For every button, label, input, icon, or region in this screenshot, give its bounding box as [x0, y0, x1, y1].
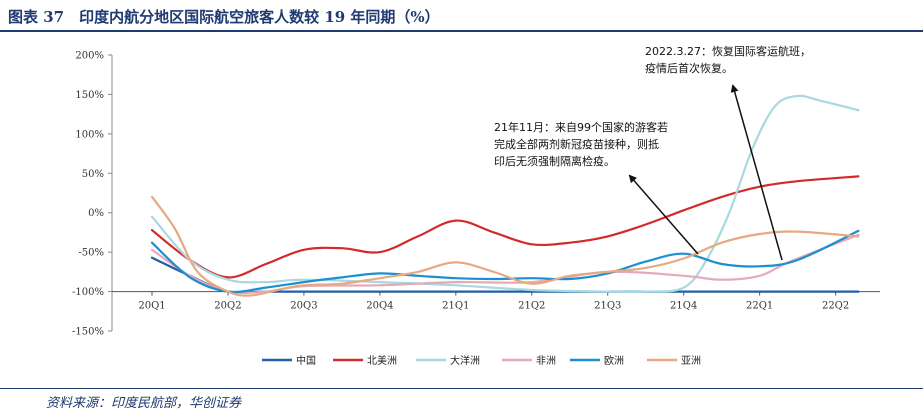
line-chart: 200% 150% 100% 50% 0% -50% -100% -150% 20Q1 20Q2 2…: [72, 44, 880, 367]
source-note: 资料来源：印度民航部，华创证券: [46, 396, 242, 411]
legend-label-oceania: 大洋洲: [450, 354, 480, 367]
annotation-reopening-line1: 2022.3.27：恢复国际客运航班，: [645, 44, 811, 58]
y-tick-label: -100%: [72, 287, 104, 298]
series-line-africa: [150, 233, 860, 295]
series-line-oceania: [150, 94, 860, 294]
legend-label-asia: 亚洲: [681, 355, 701, 367]
x-tick-label: 20Q2: [214, 301, 241, 312]
annotation-vaccine-line2: 完成全部两剂新冠疫苗接种，则抵: [494, 137, 659, 151]
y-tick-label: 100%: [75, 129, 104, 140]
y-tick-label: 50%: [82, 169, 104, 180]
legend-label-china: 中国: [296, 354, 316, 367]
x-tick-label: 21Q4: [670, 301, 697, 312]
x-tick-label: 20Q4: [366, 301, 393, 312]
x-tick-label: 21Q3: [594, 301, 621, 312]
legend-label-north-america: 北美洲: [367, 354, 397, 367]
annotation-vaccine-arrow: [628, 174, 699, 255]
x-tick-label: 21Q1: [442, 301, 469, 312]
annotation-reopening-arrow: [730, 84, 783, 261]
annotation-vaccine-line1: 21年11月：来自99个国家的游客若: [494, 120, 668, 134]
title-rule: [0, 30, 923, 32]
legend-label-europe: 欧洲: [604, 355, 624, 367]
y-tick-label: -50%: [78, 248, 104, 259]
series-line-north-america: [150, 175, 860, 279]
series-line-asia: [150, 195, 860, 297]
x-tick-label: 22Q2: [822, 301, 849, 312]
x-tick-label: 20Q3: [290, 301, 317, 312]
series-line-europe: [150, 229, 860, 294]
y-tick-label: -150%: [72, 327, 104, 338]
legend-label-africa: 非洲: [536, 355, 556, 367]
annotation-vaccine-line3: 印后无须强制隔离检疫。: [494, 154, 615, 168]
y-tick-label: 200%: [75, 51, 104, 62]
x-tick-label: 22Q1: [746, 301, 773, 312]
y-tick-label: 0%: [88, 208, 104, 219]
annotation-reopening-line2: 疫情后首次恢复。: [645, 61, 733, 75]
bottom-rule: [0, 388, 923, 389]
chart-title: 图表 37 印度内航分地区国际航空旅客人数较 19 年同期（%）: [8, 8, 440, 26]
x-tick-label: 21Q2: [518, 301, 545, 312]
x-tick-label: 20Q1: [138, 301, 165, 312]
y-tick-label: 150%: [75, 90, 104, 101]
